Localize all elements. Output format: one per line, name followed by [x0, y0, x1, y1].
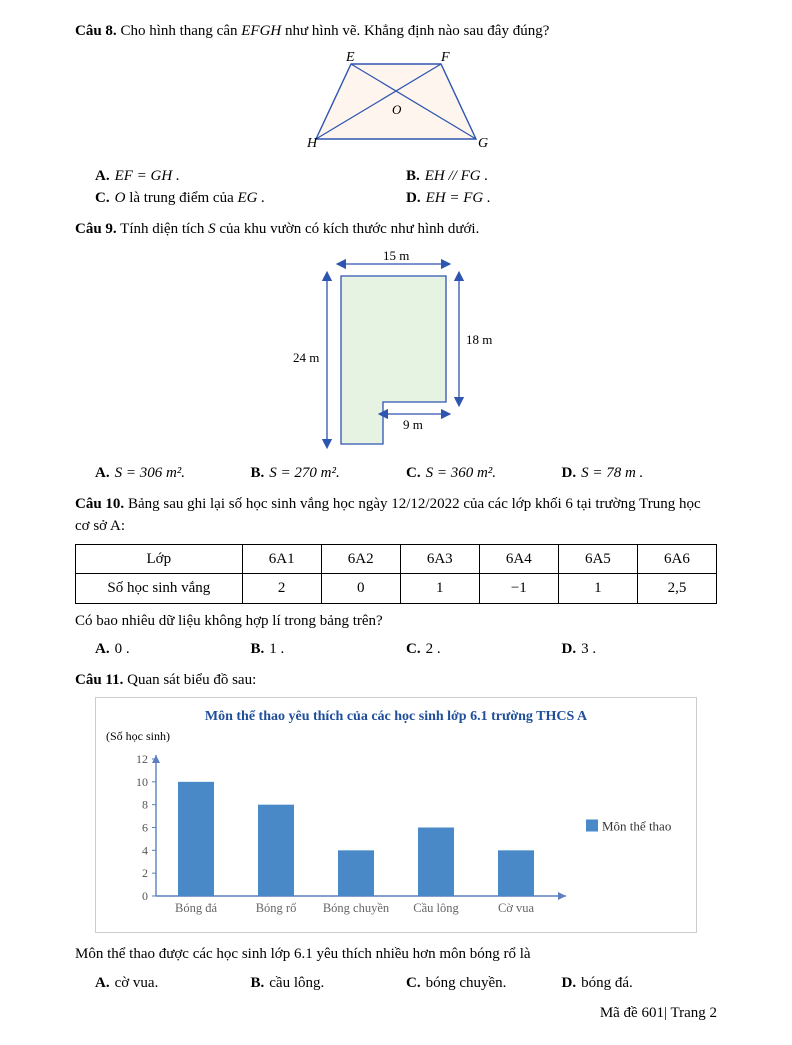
q8-optC: C.O là trung điểm của EG .: [95, 187, 406, 210]
bar-chart-svg: 0 2 4 6 8 10 12 Bóng đá Bóng rổ Bóng chuyền Cầu lô…: [116, 749, 676, 924]
svg-text:Cờ vua: Cờ vua: [498, 901, 535, 915]
q10-optB: B.1 .: [251, 638, 407, 661]
garden-svg: 15 m 24 m 18 m 9 m: [291, 246, 501, 456]
chart-ylabel: (Số học sinh): [106, 727, 686, 745]
svg-text:H: H: [306, 136, 318, 151]
q10-prompt: Câu 10. Bảng sau ghi lại số học sinh vắn…: [75, 493, 717, 538]
q9-figure: 15 m 24 m 18 m 9 m: [75, 246, 717, 456]
svg-text:6: 6: [142, 821, 148, 835]
q11-after: Môn thể thao được các học sinh lớp 6.1 y…: [75, 943, 717, 966]
svg-text:9 m: 9 m: [403, 417, 423, 432]
q9-options: A.S = 306 m². B.S = 270 m². C.S = 360 m²…: [95, 462, 717, 485]
q9-label: Câu 9.: [75, 221, 117, 237]
q10-optA: A.0 .: [95, 638, 251, 661]
q11-optA: A.cờ vua.: [95, 972, 251, 995]
svg-text:0: 0: [142, 889, 148, 903]
svg-text:Bóng chuyền: Bóng chuyền: [323, 901, 390, 915]
q10-label: Câu 10.: [75, 496, 124, 512]
svg-text:8: 8: [142, 798, 148, 812]
svg-text:2: 2: [142, 866, 148, 880]
svg-text:4: 4: [142, 843, 148, 857]
q9-prompt: Câu 9. Tính diện tích S của khu vườn có …: [75, 218, 717, 241]
q8-label: Câu 8.: [75, 23, 117, 39]
q8-optA: A.EF = GH .: [95, 165, 406, 188]
svg-text:E: E: [345, 50, 355, 65]
page-footer: Mã đề 601| Trang 2: [75, 1002, 717, 1025]
q8-optD: D.EH = FG .: [406, 187, 717, 210]
q9-optA: A.S = 306 m².: [95, 462, 251, 485]
svg-text:Môn thể thao: Môn thể thao: [602, 819, 671, 834]
q9-optB: B.S = 270 m².: [251, 462, 407, 485]
chart-title: Môn thể thao yêu thích của các học sinh …: [106, 706, 686, 727]
q8-figure: E F G H O: [75, 49, 717, 159]
q8-options: A.EF = GH . B.EH // FG . C.O là trung đi…: [95, 165, 717, 210]
q8-prompt: Câu 8. Cho hình thang cân EFGH như hình …: [75, 20, 717, 43]
q10-after: Có bao nhiêu dữ liệu không hợp lí trong …: [75, 610, 717, 633]
q11-options: A.cờ vua. B.cầu lông. C.bóng chuyền. D.b…: [95, 972, 717, 995]
trapezoid-svg: E F G H O: [301, 49, 491, 159]
table-row: Số học sinh vắng 2 0 1 −1 1 2,5: [76, 574, 717, 604]
svg-text:Cầu lông: Cầu lông: [413, 901, 459, 915]
q11-chart: Môn thể thao yêu thích của các học sinh …: [95, 697, 697, 933]
svg-text:Bóng rổ: Bóng rổ: [256, 901, 297, 915]
q10-optC: C.2 .: [406, 638, 562, 661]
svg-text:18 m: 18 m: [466, 332, 492, 347]
q11-prompt: Câu 11. Quan sát biểu đồ sau:: [75, 669, 717, 692]
q8-optB: B.EH // FG .: [406, 165, 717, 188]
q11-optD: D.bóng đá.: [562, 972, 718, 995]
q10-optD: D.3 .: [562, 638, 718, 661]
svg-text:Bóng đá: Bóng đá: [175, 901, 217, 915]
table-row: Lớp 6A1 6A2 6A3 6A4 6A5 6A6: [76, 544, 717, 574]
svg-text:F: F: [440, 50, 450, 65]
q11-label: Câu 11.: [75, 672, 123, 688]
q11-optB: B.cầu lông.: [251, 972, 407, 995]
q9-optD: D.S = 78 m .: [562, 462, 718, 485]
svg-text:O: O: [392, 102, 402, 117]
svg-text:G: G: [478, 136, 488, 151]
svg-text:12: 12: [136, 752, 148, 766]
q10-table: Lớp 6A1 6A2 6A3 6A4 6A5 6A6 Số học sinh …: [75, 544, 717, 604]
q10-options: A.0 . B.1 . C.2 . D.3 .: [95, 638, 717, 661]
svg-text:15 m: 15 m: [383, 248, 409, 263]
svg-text:10: 10: [136, 775, 148, 789]
q9-optC: C.S = 360 m².: [406, 462, 562, 485]
svg-text:24 m: 24 m: [293, 350, 319, 365]
q11-optC: C.bóng chuyền.: [406, 972, 562, 995]
